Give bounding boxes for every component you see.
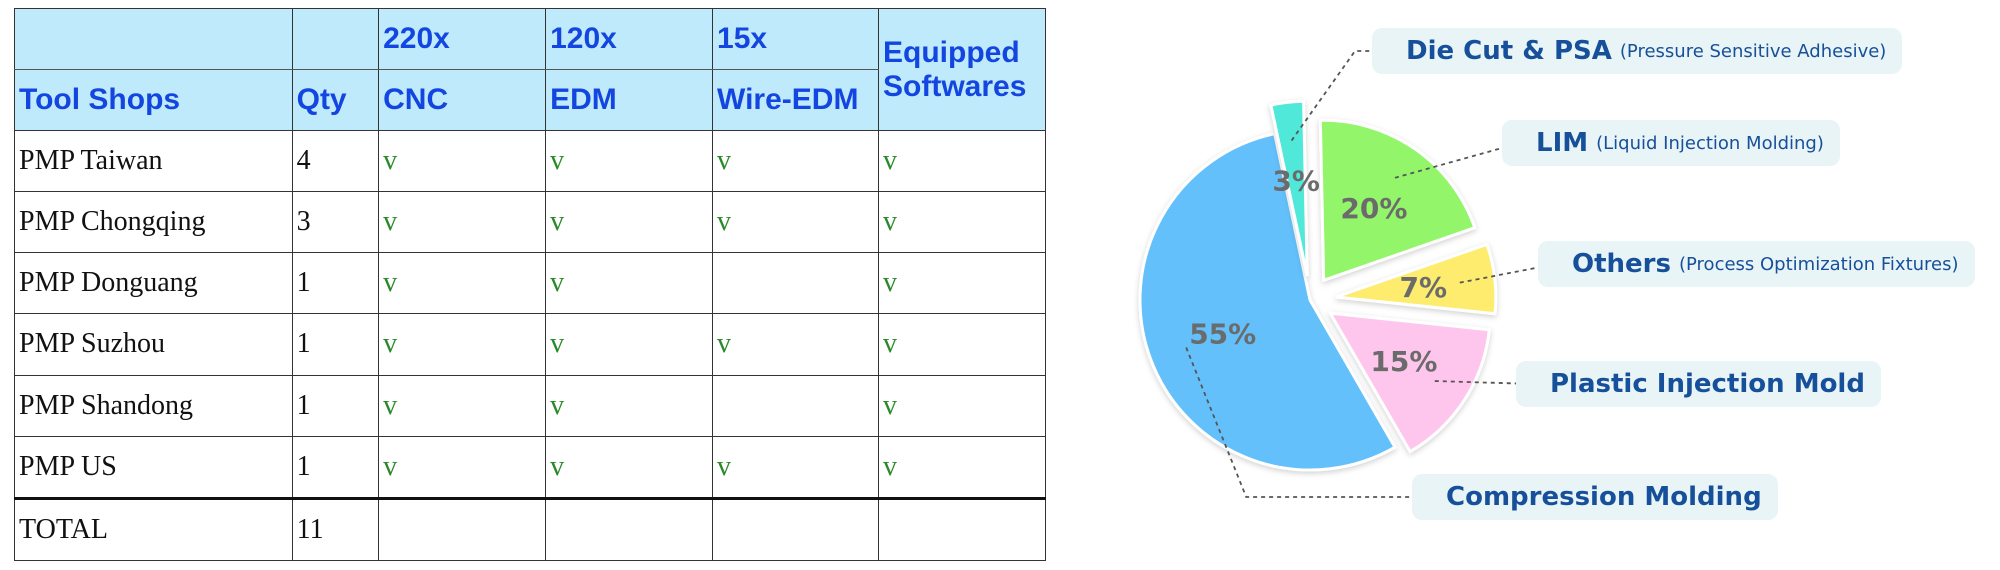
cell-edm: v	[545, 374, 714, 437]
cell-software: v	[878, 313, 1046, 376]
cell-software: v	[878, 129, 1046, 193]
cell-cnc: v	[378, 129, 547, 193]
table-row: PMP Taiwan 4 v v v v	[14, 129, 1046, 193]
cell-shop: TOTAL	[14, 496, 293, 562]
legend-label: LIM	[1536, 128, 1589, 158]
table-body: PMP Taiwan 4 v v v v PMP Chongqing 3 v v v v PMP Don…	[14, 129, 1046, 562]
pie-chart: 55% 3% 20% 7% 15%	[1138, 46, 1561, 502]
pie-percent-label: 55%	[1189, 318, 1256, 351]
cell-wire-edm: v	[712, 191, 879, 254]
cell-shop: PMP Shandong	[14, 374, 293, 437]
cell-qty: 1	[291, 374, 380, 437]
cell-wire-edm	[712, 496, 879, 562]
table-row: PMP Donguang 1 v v v	[14, 252, 1046, 315]
cell-cnc: v	[378, 252, 547, 315]
cell-edm: v	[545, 435, 714, 499]
legend-callout: Die Cut & PSA (Pressure Sensitive Adhesiv…	[1372, 28, 1903, 74]
cell-wire-edm	[712, 374, 879, 437]
cell-wire-edm	[712, 252, 879, 315]
cell-qty: 1	[291, 252, 380, 315]
cell-qty: 11	[291, 496, 380, 562]
table-row: PMP US 1 v v v v	[14, 435, 1046, 499]
cell-shop: PMP Donguang	[14, 252, 293, 315]
table-row: PMP Shandong 1 v v v	[14, 374, 1046, 437]
cell-qty: 1	[291, 435, 380, 499]
cell-software: v	[878, 374, 1046, 437]
legend-callout: LIM (Liquid Injection Molding)	[1502, 120, 1840, 166]
cell-wire-edm: v	[712, 435, 879, 499]
header-top-shop	[14, 8, 293, 70]
cell-qty: 3	[291, 191, 380, 254]
cell-wire-edm: v	[712, 313, 879, 376]
header-edm: EDM	[545, 69, 714, 131]
legend-label: Die Cut & PSA	[1406, 36, 1612, 66]
pie-percent-label: 7%	[1399, 271, 1447, 304]
cell-cnc	[378, 496, 547, 562]
cell-shop: PMP US	[14, 435, 293, 499]
cell-qty: 4	[291, 129, 380, 193]
pie-slice-compression-molding	[1138, 131, 1398, 472]
total-row: TOTAL 11	[14, 496, 1046, 562]
header-top-qty	[291, 8, 380, 70]
cell-software: v	[878, 435, 1046, 499]
header-top-cnc-count: 220x	[378, 8, 547, 70]
cell-edm: v	[545, 252, 714, 315]
legend-label: Plastic Injection Mold	[1550, 369, 1865, 399]
cell-edm: v	[545, 129, 714, 193]
legend-label: Compression Molding	[1446, 482, 1762, 512]
legend-label: Others	[1572, 249, 1671, 279]
pie-percent-label: 20%	[1340, 192, 1407, 225]
legend-note: (Pressure Sensitive Adhesive)	[1619, 40, 1887, 62]
cell-qty: 1	[291, 313, 380, 376]
legend-callout: Plastic Injection Mold	[1516, 361, 1881, 407]
cell-cnc: v	[378, 313, 547, 376]
leader-line	[1394, 142, 1521, 179]
header-top-wire-edm-count: 15x	[712, 8, 879, 70]
pie-slice-others	[1335, 242, 1498, 316]
header-qty: Qty	[291, 69, 380, 131]
cell-wire-edm: v	[712, 129, 879, 193]
pie-slice-lim	[1318, 118, 1477, 283]
pie-slice-plastic-injection-mold	[1327, 311, 1491, 454]
pie-percent-label: 15%	[1370, 345, 1437, 378]
cell-edm: v	[545, 191, 714, 254]
legend-note: (Process Optimization Fixtures)	[1678, 253, 1959, 275]
header-cnc: CNC	[378, 69, 547, 131]
legend-callout: Others (Process Optimization Fixtures)	[1538, 241, 1975, 287]
cell-software: v	[878, 191, 1046, 254]
cell-software: v	[878, 252, 1046, 315]
cell-cnc: v	[378, 374, 547, 437]
cell-edm: v	[545, 313, 714, 376]
cell-shop: PMP Suzhou	[14, 313, 293, 376]
cell-cnc: v	[378, 191, 547, 254]
cell-shop: PMP Taiwan	[14, 129, 293, 193]
table-row: PMP Suzhou 1 v v v v	[14, 313, 1046, 376]
pie-slice-die-cut-psa	[1269, 99, 1309, 277]
cell-edm	[545, 496, 714, 562]
pie-percent-label: 3%	[1272, 165, 1320, 198]
legend-callout: Compression Molding	[1412, 474, 1778, 520]
cell-software	[878, 496, 1046, 562]
cell-shop: PMP Chongqing	[14, 191, 293, 254]
header-equipped-softwares: Equipped Softwares	[878, 8, 1046, 131]
cell-cnc: v	[378, 435, 547, 499]
table-row: PMP Chongqing 3 v v v v	[14, 191, 1046, 254]
header-top-edm-count: 120x	[545, 8, 714, 70]
header-tool-shops: Tool Shops	[14, 69, 293, 131]
header-wire-edm: Wire-EDM	[712, 69, 879, 131]
leader-line	[1185, 347, 1430, 498]
tool-shops-table: 220x 120x 15x Equipped Softwares Tool Sh…	[14, 8, 1046, 562]
legend-note: (Liquid Injection Molding)	[1596, 132, 1824, 154]
